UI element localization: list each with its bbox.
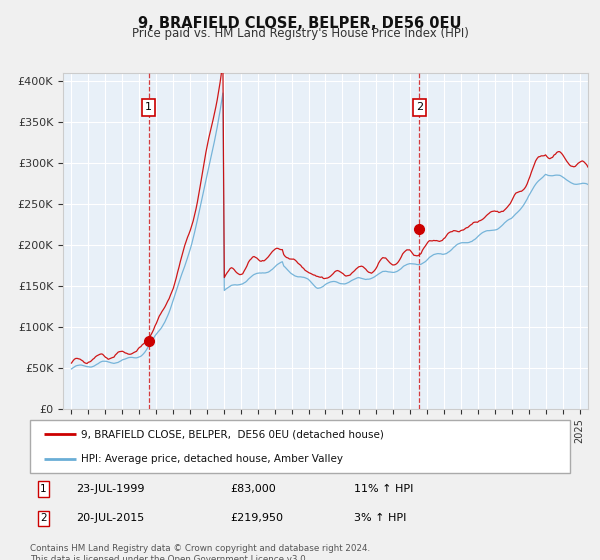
Text: 2: 2 <box>40 514 47 524</box>
Text: 1: 1 <box>145 102 152 112</box>
Text: Price paid vs. HM Land Registry's House Price Index (HPI): Price paid vs. HM Land Registry's House … <box>131 27 469 40</box>
FancyBboxPatch shape <box>30 420 570 473</box>
Text: 9, BRAFIELD CLOSE, BELPER, DE56 0EU: 9, BRAFIELD CLOSE, BELPER, DE56 0EU <box>138 16 462 31</box>
Text: 23-JUL-1999: 23-JUL-1999 <box>76 484 145 494</box>
Text: 1: 1 <box>40 484 47 494</box>
Text: 20-JUL-2015: 20-JUL-2015 <box>76 514 144 524</box>
Text: £83,000: £83,000 <box>230 484 275 494</box>
Text: HPI: Average price, detached house, Amber Valley: HPI: Average price, detached house, Ambe… <box>82 454 343 464</box>
Text: 11% ↑ HPI: 11% ↑ HPI <box>354 484 413 494</box>
Text: 9, BRAFIELD CLOSE, BELPER,  DE56 0EU (detached house): 9, BRAFIELD CLOSE, BELPER, DE56 0EU (det… <box>82 430 384 440</box>
Text: Contains HM Land Registry data © Crown copyright and database right 2024.
This d: Contains HM Land Registry data © Crown c… <box>30 544 370 560</box>
Text: £219,950: £219,950 <box>230 514 283 524</box>
Text: 3% ↑ HPI: 3% ↑ HPI <box>354 514 406 524</box>
Text: 2: 2 <box>416 102 423 112</box>
